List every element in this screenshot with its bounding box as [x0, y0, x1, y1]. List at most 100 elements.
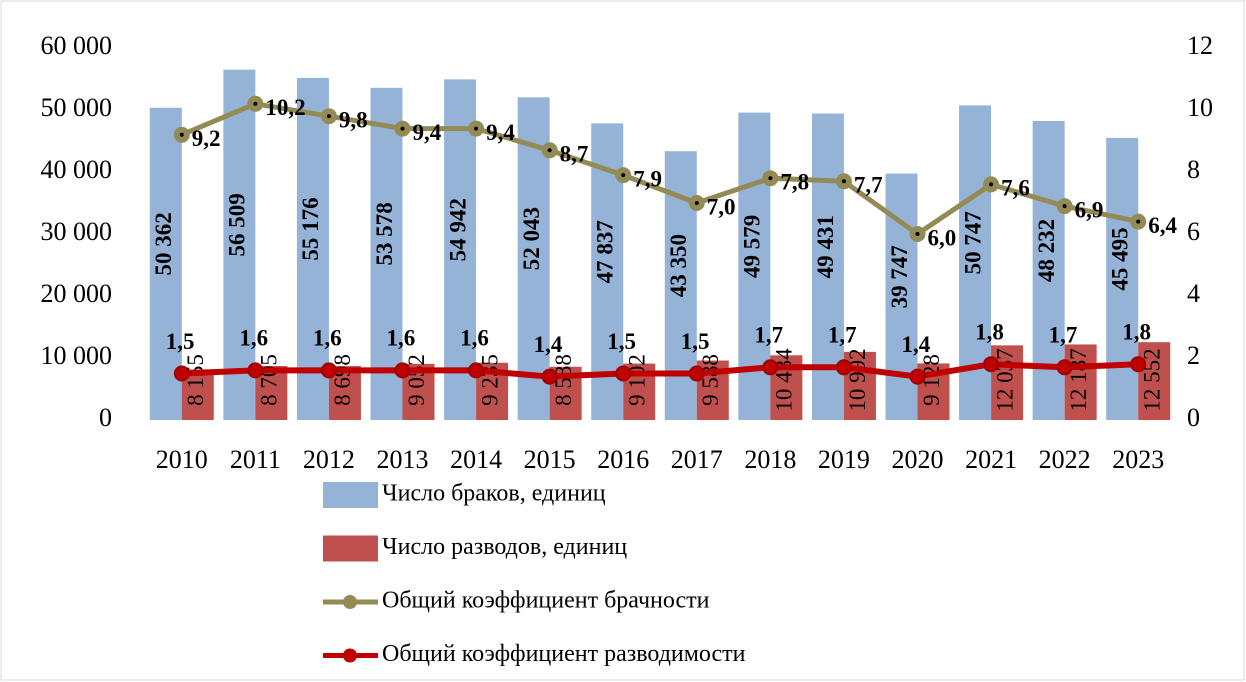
data-label: 1,7 [1049, 323, 1078, 348]
x-tick-label: 2017 [671, 445, 723, 474]
data-label: 1,8 [1122, 319, 1151, 344]
marker-dot [326, 114, 331, 119]
data-label: 1,7 [828, 323, 857, 348]
data-label: 8 155 [183, 354, 208, 406]
marker [1130, 356, 1147, 373]
marker [320, 362, 337, 379]
marker-dot [1136, 219, 1141, 224]
marker-dot [694, 201, 699, 205]
data-label: 55 176 [298, 197, 323, 260]
legend-swatch [323, 535, 378, 562]
data-label: 1,7 [754, 323, 783, 348]
y-tick-label: 30 000 [41, 217, 113, 246]
marker [909, 368, 926, 385]
y-tick-label: 0 [99, 403, 112, 432]
data-label: 50 362 [151, 212, 176, 275]
y-tick-label: 50 000 [41, 93, 113, 122]
data-label: 9 052 [404, 354, 429, 406]
data-label: 10 992 [845, 348, 870, 411]
marker-dot [768, 176, 773, 181]
bar [1106, 137, 1139, 420]
marker [468, 362, 485, 379]
data-label: 6,9 [1075, 197, 1104, 222]
marker-dot [253, 101, 258, 106]
x-tick-label: 2012 [303, 445, 355, 474]
data-label: 1,6 [239, 326, 268, 351]
x-tick-label: 2023 [1112, 445, 1164, 474]
y-tick-label: 60 000 [41, 31, 113, 60]
y2-tick-label: 0 [1187, 403, 1200, 432]
data-label: 45 495 [1107, 227, 1132, 290]
x-tick-label: 2011 [230, 445, 281, 474]
bar [1064, 344, 1097, 420]
bar [444, 79, 477, 421]
data-label: 8 705 [257, 354, 282, 406]
data-label: 9,8 [339, 107, 368, 132]
marker-dot [1062, 204, 1067, 209]
marker [762, 359, 779, 376]
legend-label: Число браков, единиц [382, 481, 606, 507]
marker [983, 356, 1000, 373]
data-label: 7,6 [1001, 176, 1030, 201]
x-tick-label: 2014 [450, 445, 502, 474]
data-label: 50 747 [960, 211, 985, 274]
bar [296, 77, 329, 420]
line [180, 101, 1139, 238]
data-label: 9 588 [698, 354, 723, 406]
data-label: 9,4 [413, 120, 442, 145]
data-label: 48 232 [1034, 219, 1059, 282]
x-tick-label: 2015 [524, 445, 576, 474]
marker-dot [621, 173, 626, 178]
data-label: 1,6 [387, 326, 416, 351]
x-tick-label: 2022 [1039, 445, 1091, 474]
y2-tick-label: 10 [1187, 93, 1213, 122]
data-label: 9 102 [624, 354, 649, 406]
y2-tick-label: 12 [1187, 31, 1213, 60]
x-tick-label: 2013 [377, 445, 429, 474]
bar [1138, 342, 1171, 420]
data-label: 7,8 [780, 169, 809, 194]
marker-dot [915, 232, 920, 236]
data-label: 1,4 [902, 332, 931, 357]
marker [247, 362, 264, 379]
data-label: 56 509 [225, 193, 250, 256]
data-label: 47 837 [592, 220, 617, 283]
data-label: 12 552 [1139, 348, 1164, 411]
marker [688, 365, 705, 382]
data-label: 1,5 [607, 329, 636, 354]
marker-dot [179, 132, 184, 137]
y-tick-label: 20 000 [41, 279, 113, 308]
data-label: 1,8 [975, 319, 1004, 344]
legend-marker [343, 595, 357, 609]
marker [541, 368, 558, 385]
marker-dot [841, 179, 846, 184]
data-label: 1,5 [166, 329, 195, 354]
data-label: 6,0 [928, 225, 957, 250]
marker [173, 365, 190, 382]
data-label: 9,2 [192, 126, 221, 151]
marker [394, 362, 411, 379]
marker-dot [400, 126, 405, 131]
marker [835, 359, 852, 376]
data-label: 7,0 [707, 194, 736, 219]
data-label: 1,5 [681, 329, 710, 354]
y2-tick-label: 8 [1187, 155, 1200, 184]
data-label: 1,4 [534, 332, 563, 357]
data-label: 43 350 [666, 234, 691, 297]
x-tick-label: 2018 [744, 445, 796, 474]
data-label: 49 431 [813, 215, 838, 278]
x-tick-label: 2016 [597, 445, 649, 474]
legend-label: Общий коэффициент разводимости [382, 641, 746, 667]
data-label: 6,4 [1148, 213, 1177, 238]
x-tick-label: 2019 [818, 445, 870, 474]
x-tick-label: 2021 [965, 445, 1017, 474]
y2-tick-label: 2 [1187, 341, 1200, 370]
data-label: 10 434 [772, 348, 797, 412]
data-label: 12 187 [1066, 348, 1091, 411]
data-label: 8,7 [560, 142, 589, 167]
marker-dot [547, 148, 552, 153]
data-label: 10,2 [265, 95, 305, 120]
y-tick-label: 10 000 [41, 341, 113, 370]
data-label: 52 043 [519, 207, 544, 270]
